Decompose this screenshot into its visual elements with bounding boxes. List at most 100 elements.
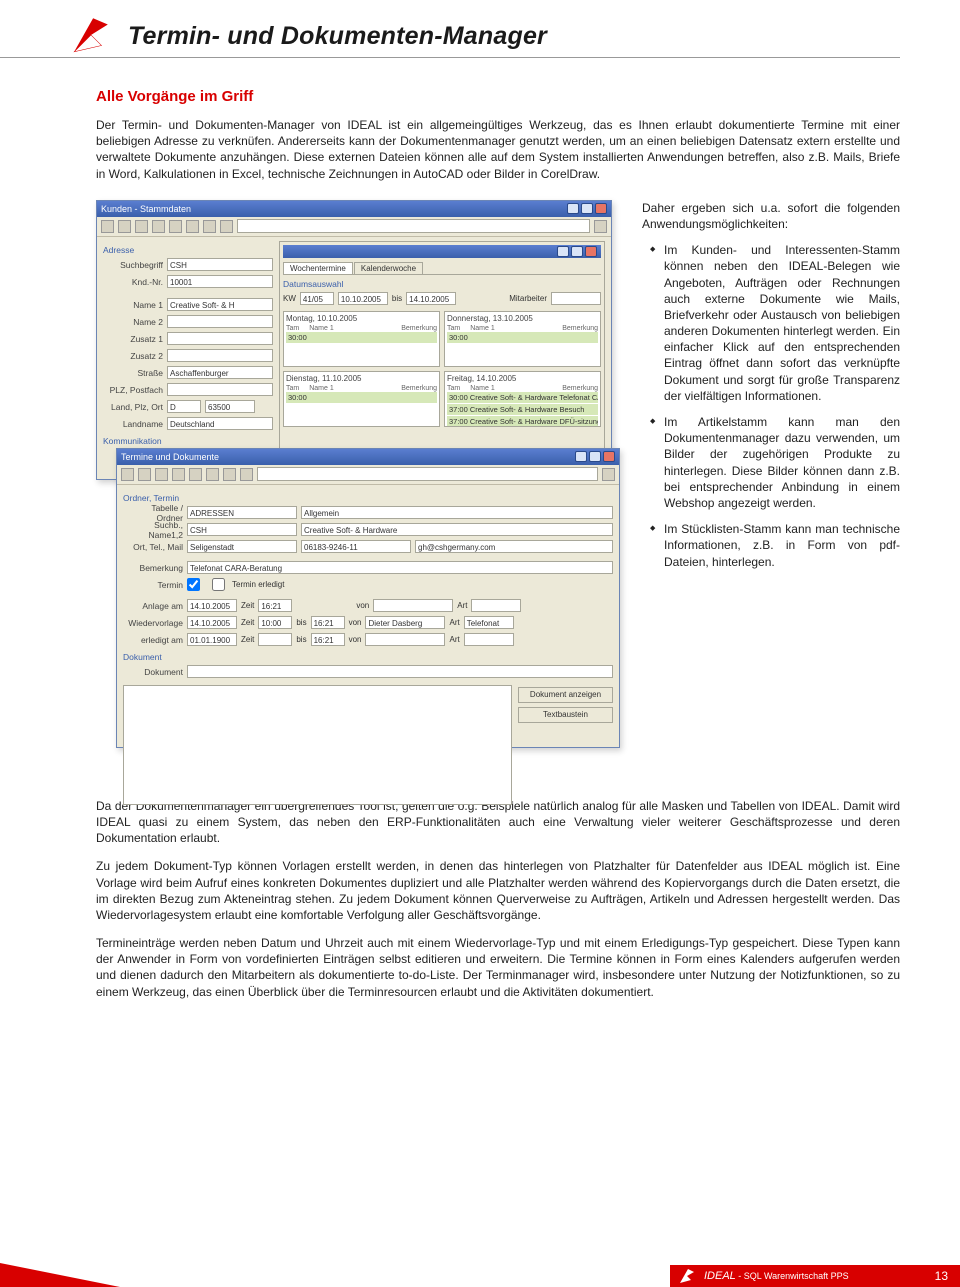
toolbar-icon[interactable] bbox=[602, 468, 615, 481]
cal-item[interactable]: 30:00 Creative Soft- & Hardware Telefona… bbox=[447, 392, 598, 403]
fld-name1[interactable]: Creative Soft- & H bbox=[167, 298, 273, 311]
fld-ort3[interactable]: gh@cshgermany.com bbox=[415, 540, 613, 553]
fld-ort2[interactable]: 06183-9246-11 bbox=[301, 540, 411, 553]
cal-item[interactable]: 30:00 bbox=[447, 332, 598, 343]
fld-landname[interactable]: Deutschland bbox=[167, 417, 273, 430]
fld-wv-bis[interactable]: 16:21 bbox=[311, 616, 345, 629]
minimize-icon[interactable] bbox=[557, 246, 569, 257]
lbl-von3: von bbox=[349, 635, 362, 644]
fld-kndnr[interactable]: 10001 bbox=[167, 275, 273, 288]
minimize-icon[interactable] bbox=[575, 451, 587, 462]
win2-toolbar bbox=[117, 465, 619, 485]
fld-kw[interactable]: 41/05 bbox=[300, 292, 334, 305]
toolbar-icon[interactable] bbox=[169, 220, 182, 233]
fld-erl-art[interactable] bbox=[464, 633, 514, 646]
lbl-bis: bis bbox=[392, 294, 402, 303]
lbl-bemerkung: Bemerkung bbox=[123, 563, 183, 573]
toolbar-icon[interactable] bbox=[152, 220, 165, 233]
fld-strasse[interactable]: Aschaffenburger bbox=[167, 366, 273, 379]
fld-erl-bis[interactable]: 16:21 bbox=[311, 633, 345, 646]
toolbar-icon[interactable] bbox=[223, 468, 236, 481]
fld-ort[interactable]: Seligenstadt bbox=[187, 540, 297, 553]
fld-erl-von[interactable] bbox=[365, 633, 445, 646]
fld-anlage[interactable]: 14.10.2005 bbox=[187, 599, 237, 612]
fld-zusatz2[interactable] bbox=[167, 349, 273, 362]
lower-p2: Zu jedem Dokument-Typ können Vorlagen er… bbox=[96, 858, 900, 923]
chk-termin-erledigt[interactable] bbox=[212, 578, 225, 591]
tab-other[interactable]: Kalenderwoche bbox=[354, 262, 423, 274]
cal-item[interactable]: 30:00 bbox=[286, 332, 437, 343]
fld-bemerkung[interactable]: Telefonat CARA-Beratung bbox=[187, 561, 613, 574]
chk-termin[interactable] bbox=[187, 578, 200, 591]
toolbar-icon[interactable] bbox=[172, 468, 185, 481]
toolbar-icon[interactable] bbox=[203, 220, 216, 233]
fld-anlage-zeit[interactable]: 16:21 bbox=[258, 599, 292, 612]
fld-suchbegriff[interactable]: CSH bbox=[167, 258, 273, 271]
fld-wv[interactable]: 14.10.2005 bbox=[187, 616, 237, 629]
cal-item[interactable]: 37:00 Creative Soft- & Hardware Besuch bbox=[447, 404, 598, 415]
fld-dokument[interactable] bbox=[187, 665, 613, 678]
minimize-icon[interactable] bbox=[567, 203, 579, 214]
lbl-zeit: Zeit bbox=[241, 601, 254, 610]
page-footer: IDEAL - SQL Warenwirtschaft PPS 13 bbox=[0, 1263, 960, 1287]
lbl-plz: PLZ, Postfach bbox=[103, 385, 163, 395]
toolbar-icon[interactable] bbox=[220, 220, 233, 233]
fld-zusatz1[interactable] bbox=[167, 332, 273, 345]
maximize-icon[interactable] bbox=[589, 451, 601, 462]
toolbar-icon[interactable] bbox=[186, 220, 199, 233]
fld-name2[interactable] bbox=[167, 315, 273, 328]
tab-wochentermine[interactable]: Wochentermine bbox=[283, 262, 353, 274]
subwin-titlebar bbox=[283, 245, 601, 258]
bullet-1: Im Artikelstamm kann man den Dokumentenm… bbox=[654, 414, 900, 511]
close-icon[interactable] bbox=[603, 451, 615, 462]
toolbar-icon[interactable] bbox=[155, 468, 168, 481]
toolbar-icon[interactable] bbox=[189, 468, 202, 481]
tab-adresse[interactable]: Adresse bbox=[103, 245, 273, 255]
fld-bis-date[interactable]: 14.10.2005 bbox=[406, 292, 456, 305]
lbl-wv: Wiedervorlage bbox=[123, 618, 183, 628]
cal-day-3: Freitag, 14.10.2005 TamName 1Bemerkung 3… bbox=[444, 371, 601, 427]
bullet-2: Im Stücklisten-Stamm kann man technische… bbox=[654, 521, 900, 570]
cal-day-2: Dienstag, 11.10.2005 TamName 1Bemerkung … bbox=[283, 371, 440, 427]
lbl-strasse: Straße bbox=[103, 368, 163, 378]
toolbar-icon[interactable] bbox=[101, 220, 114, 233]
toolbar-icon[interactable] bbox=[138, 468, 151, 481]
lbl-zusatz2: Zusatz 2 bbox=[103, 351, 163, 361]
fld-land-code[interactable]: D bbox=[167, 400, 201, 413]
close-icon[interactable] bbox=[595, 203, 607, 214]
fld-mitarbeiter[interactable] bbox=[551, 292, 601, 305]
fld-wv-von[interactable]: Dieter Dasberg bbox=[365, 616, 445, 629]
btn-textbaustein[interactable]: Textbaustein bbox=[518, 707, 613, 723]
cal-item[interactable]: 30:00 bbox=[286, 392, 437, 403]
toolbar-icon[interactable] bbox=[206, 468, 219, 481]
fld-wv-zeit[interactable]: 10:00 bbox=[258, 616, 292, 629]
fld-wv-art[interactable]: Telefonat bbox=[464, 616, 514, 629]
toolbar-search[interactable] bbox=[237, 219, 590, 233]
toolbar-icon[interactable] bbox=[135, 220, 148, 233]
toolbar-icon[interactable] bbox=[240, 468, 253, 481]
toolbar-icon[interactable] bbox=[118, 220, 131, 233]
maximize-icon[interactable] bbox=[581, 203, 593, 214]
maximize-icon[interactable] bbox=[571, 246, 583, 257]
bullet-0: Im Kunden- und Interessenten-Stamm könne… bbox=[654, 242, 900, 404]
close-icon[interactable] bbox=[585, 246, 597, 257]
footer-bar: IDEAL - SQL Warenwirtschaft PPS 13 bbox=[670, 1265, 960, 1287]
cal-item[interactable]: 37:00 Creative Soft- & Hardware DFÜ-sitz… bbox=[447, 416, 598, 427]
fld-anlage-art[interactable] bbox=[471, 599, 521, 612]
fld-plz[interactable] bbox=[167, 383, 273, 396]
fld-tabelle[interactable]: ADRESSEN bbox=[187, 506, 297, 519]
fld-suchb2[interactable]: Creative Soft- & Hardware bbox=[301, 523, 613, 536]
fld-erl[interactable]: 01.01.1900 bbox=[187, 633, 237, 646]
fld-erl-zeit[interactable] bbox=[258, 633, 292, 646]
lbl-landname: Landname bbox=[103, 419, 163, 429]
fld-plz2[interactable]: 63500 bbox=[205, 400, 255, 413]
fld-von-date[interactable]: 10.10.2005 bbox=[338, 292, 388, 305]
fld-tabelle2[interactable]: Allgemein bbox=[301, 506, 613, 519]
toolbar-icon[interactable] bbox=[594, 220, 607, 233]
btn-dokument-anzeigen[interactable]: Dokument anzeigen bbox=[518, 687, 613, 703]
toolbar-icon[interactable] bbox=[121, 468, 134, 481]
toolbar-search[interactable] bbox=[257, 467, 598, 481]
fld-suchb[interactable]: CSH bbox=[187, 523, 297, 536]
day-header: Donnerstag, 13.10.2005 bbox=[447, 314, 598, 323]
fld-anlage-von[interactable] bbox=[373, 599, 453, 612]
